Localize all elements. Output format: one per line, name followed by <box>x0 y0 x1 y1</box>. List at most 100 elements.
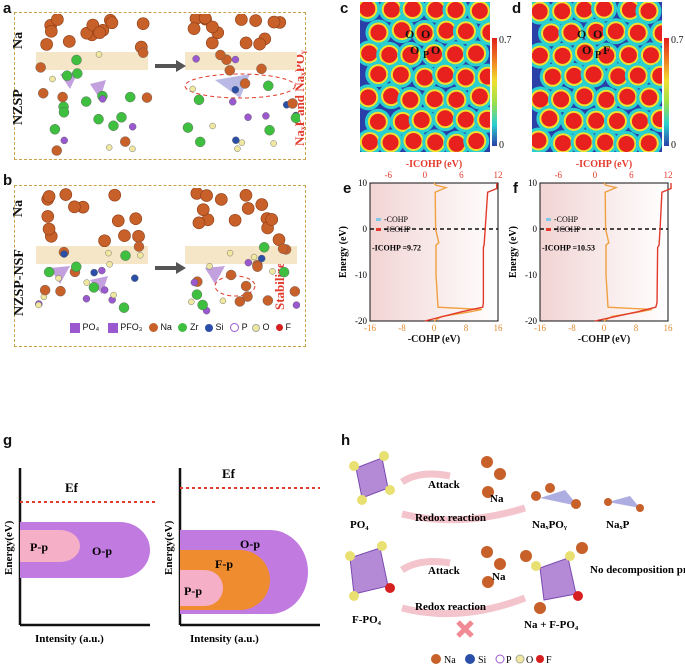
y-tick-label: 10 <box>358 178 368 188</box>
lattice-atom <box>81 96 92 107</box>
colorbar-c-max: 0.7 <box>499 35 512 46</box>
top-tick-label: 6 <box>629 170 634 180</box>
legend-icohp: -ICOHP <box>554 225 581 234</box>
h-na-atom-6 <box>482 576 494 588</box>
na-atom <box>241 202 255 215</box>
h-attack-top: Attack <box>428 479 461 491</box>
na-atom <box>249 14 262 27</box>
panel-a-structure <box>35 14 300 156</box>
cohp-chart-f: -6 0 6 12-ICOHP (eV)-16 -8 0 8 16-COHP (eV)100-… <box>508 159 673 345</box>
y-tick-label: 0 <box>363 224 368 234</box>
po4-tetra-a2 <box>90 80 106 99</box>
h-legend-si: Si <box>478 655 487 666</box>
h-fpo4-o2 <box>377 541 387 551</box>
legend-zr: Zr <box>189 322 199 332</box>
h-legend-si-icon <box>465 654 475 664</box>
lattice-atom <box>60 136 68 145</box>
density-core <box>447 2 464 18</box>
lattice-atom <box>106 261 113 268</box>
g-right-f-label: F-p <box>215 557 233 571</box>
lattice-atom <box>116 112 127 123</box>
lattice-atom <box>215 49 226 61</box>
lattice-atom <box>35 301 42 309</box>
na-atom <box>129 212 143 226</box>
lattice-atom <box>49 124 61 135</box>
h-na-fpo4-na1 <box>520 550 532 562</box>
si-legend-icon <box>205 323 213 332</box>
density-core <box>631 113 648 130</box>
bottom-tick-label: -8 <box>398 323 406 333</box>
y-tick-label: -10 <box>355 270 367 280</box>
top-tick-label: 12 <box>494 170 503 180</box>
density-core <box>652 67 662 84</box>
lattice-atom <box>193 94 205 106</box>
h-naxp-na2 <box>636 504 644 512</box>
g-right-o-label: O-p <box>240 537 260 551</box>
lattice-atom <box>120 250 131 261</box>
f-legend-icon <box>275 324 283 332</box>
top-axis-title: -ICOHP (eV) <box>406 159 462 170</box>
g-right-p-band <box>180 570 223 606</box>
h-fpo4-o3 <box>349 591 359 601</box>
atom-c-o1: O <box>405 27 414 41</box>
density-core <box>383 88 400 105</box>
na-atom <box>265 213 279 226</box>
icohp-annotation: -ICOHP =10.53 <box>542 243 595 252</box>
na-atom <box>192 216 206 230</box>
lattice-atom <box>192 55 200 63</box>
pfo3-tetra-b3 <box>205 266 225 284</box>
nzsp-nsf-label-b: NZSP-NSF <box>12 249 27 316</box>
legend-f: F <box>285 322 291 332</box>
h-na-atom-5 <box>494 558 506 570</box>
g-left-ylabel: Energy(eV) <box>3 520 15 575</box>
density-core <box>361 45 378 62</box>
g-right-ylabel: Energy(eV) <box>163 520 175 575</box>
charge-density-map-d: O O O P F <box>532 2 662 152</box>
lattice-atom <box>51 145 62 156</box>
density-core <box>543 25 560 42</box>
lattice-atom <box>55 275 62 282</box>
atom-d-p: P <box>595 50 601 61</box>
na-atom <box>118 229 131 242</box>
density-core <box>554 3 571 20</box>
h-fpo4-tetra <box>349 547 389 595</box>
density-core <box>416 24 433 41</box>
lattice-atom <box>55 285 66 297</box>
lattice-atom <box>191 289 203 300</box>
density-core <box>553 91 570 108</box>
h-attack-arrow-bottom <box>400 558 451 574</box>
density-core <box>585 66 602 83</box>
density-core <box>402 91 419 108</box>
na-atom <box>42 190 56 203</box>
density-core <box>392 66 409 83</box>
lattice-atom <box>98 95 107 103</box>
density-core <box>382 134 399 151</box>
lattice-atom <box>287 98 298 109</box>
na-atom <box>198 14 212 25</box>
y-tick-label: 0 <box>533 224 538 234</box>
h-po4-tetra <box>355 457 389 499</box>
h-blocked-cross-icon <box>456 620 474 638</box>
lattice-atom <box>190 278 199 287</box>
lattice-atom <box>264 125 275 136</box>
lattice-atom <box>206 263 213 270</box>
legend-icohp-swatch <box>546 228 551 231</box>
na-atom <box>68 200 81 214</box>
y-tick-label: -20 <box>525 316 537 326</box>
lattice-atom <box>239 78 251 89</box>
h-legend-p: P <box>506 655 512 666</box>
density-core <box>468 45 485 62</box>
density-core <box>598 47 615 64</box>
h-na-fpo4-na3 <box>534 602 546 614</box>
na-atom <box>239 188 253 202</box>
density-core <box>383 2 400 18</box>
lattice-atom <box>263 80 274 91</box>
density-core <box>448 91 465 108</box>
g-left-p-band <box>20 530 80 562</box>
density-core <box>479 111 490 128</box>
lattice-atom <box>105 144 113 151</box>
na-label-a: Na <box>11 31 26 49</box>
na-atom <box>253 37 266 51</box>
density-core <box>588 112 605 129</box>
bottom-tick-label: 0 <box>432 323 437 333</box>
